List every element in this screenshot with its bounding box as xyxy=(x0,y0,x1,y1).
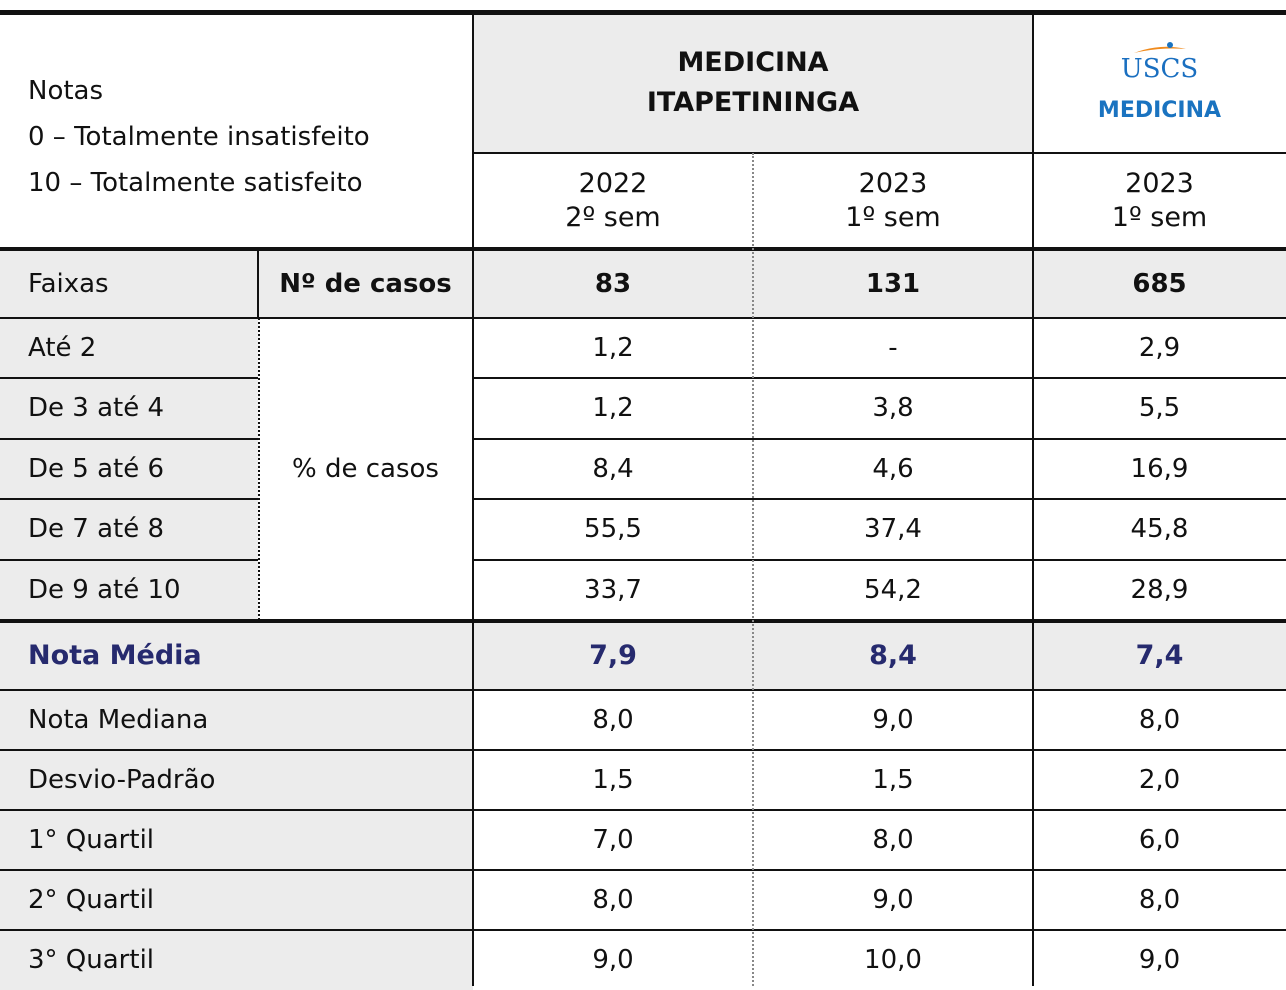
rule xyxy=(473,377,1286,380)
rule xyxy=(257,250,259,318)
stat-name: 1° Quartil xyxy=(0,810,473,870)
note-line: 10 – Totalmente satisfeito xyxy=(28,168,363,198)
stat-value: 8,0 xyxy=(1033,870,1286,930)
range-name: De 9 até 10 xyxy=(0,559,258,620)
row-label: Faixas xyxy=(0,250,258,318)
rule xyxy=(0,869,1286,871)
range-value: 37,4 xyxy=(753,499,1033,560)
group-header-line: ITAPETININGA xyxy=(646,86,860,118)
rule xyxy=(0,929,1286,931)
rule xyxy=(0,9,1286,15)
rule xyxy=(0,498,258,501)
range-value: 55,5 xyxy=(473,499,753,560)
stat-value: 8,0 xyxy=(473,870,753,930)
rule xyxy=(0,689,1286,691)
range-name: Até 2 xyxy=(0,318,258,379)
range-value: 16,9 xyxy=(1033,438,1286,500)
column-header-year: 2022 xyxy=(578,167,648,199)
stat-value: 7,0 xyxy=(473,810,753,870)
stat-value: 9,0 xyxy=(473,930,753,990)
rule xyxy=(0,749,1286,751)
mean-value: 7,4 xyxy=(1033,622,1286,690)
stat-value: 9,0 xyxy=(753,870,1033,930)
stat-value: 1,5 xyxy=(473,750,753,810)
stat-value: 9,0 xyxy=(753,690,1033,750)
group-header-line: MEDICINA xyxy=(677,46,829,78)
stat-value: 10,0 xyxy=(753,930,1033,990)
range-value: 4,6 xyxy=(753,438,1033,500)
row-sublabel: Nº de casos xyxy=(258,250,473,318)
range-value: 54,2 xyxy=(753,559,1033,620)
rule xyxy=(0,247,1286,251)
rule xyxy=(0,809,1286,811)
range-value: 2,9 xyxy=(1033,318,1286,379)
logo-brand: USCS xyxy=(1120,53,1199,84)
logo-label: MEDICINA xyxy=(1097,97,1222,123)
dotted-rule xyxy=(258,318,260,620)
cases-value: 83 xyxy=(473,250,753,318)
group-header: MEDICINA ITAPETININGA xyxy=(473,12,1033,153)
range-name: De 5 até 6 xyxy=(0,438,258,500)
range-value: 1,2 xyxy=(473,378,753,439)
notes: Notas 0 – Totalmente insatisfeito 10 – Tot… xyxy=(28,68,370,206)
mean-label: Nota Média xyxy=(0,622,473,690)
rule xyxy=(0,558,258,561)
stat-value: 9,0 xyxy=(1033,930,1286,990)
note-line: Notas xyxy=(28,76,104,106)
range-value: 1,2 xyxy=(473,318,753,379)
column-header: 2022 2º sem xyxy=(473,153,753,248)
stat-value: 8,0 xyxy=(473,690,753,750)
range-value: 28,9 xyxy=(1033,559,1286,620)
stat-value: 8,0 xyxy=(753,810,1033,870)
rule xyxy=(473,152,1286,154)
stat-name: Nota Mediana xyxy=(0,690,473,750)
range-value: 45,8 xyxy=(1033,499,1286,560)
rule xyxy=(1032,12,1034,986)
rule xyxy=(0,377,258,380)
stat-value: 6,0 xyxy=(1033,810,1286,870)
column-header: 2023 1º sem xyxy=(1033,153,1286,248)
note-line: 0 – Totalmente insatisfeito xyxy=(28,122,370,152)
range-value: 3,8 xyxy=(753,378,1033,439)
mean-value: 7,9 xyxy=(473,622,753,690)
cases-value: 685 xyxy=(1033,250,1286,318)
dotted-rule xyxy=(752,153,754,986)
range-label: % de casos xyxy=(258,318,473,620)
range-value: 5,5 xyxy=(1033,378,1286,439)
column-header-year: 2023 xyxy=(1125,167,1194,199)
stat-name: Desvio-Padrão xyxy=(0,750,473,810)
column-header-semester: 1º sem xyxy=(1111,201,1208,233)
stat-value: 1,5 xyxy=(753,750,1033,810)
range-name: De 3 até 4 xyxy=(0,378,258,439)
cases-value: 131 xyxy=(753,250,1033,318)
mean-value: 8,4 xyxy=(753,622,1033,690)
rule xyxy=(473,558,1286,561)
range-value: 33,7 xyxy=(473,559,753,620)
rule xyxy=(473,498,1286,501)
stat-name: 2° Quartil xyxy=(0,870,473,930)
logo-swoosh xyxy=(1133,41,1186,53)
rule xyxy=(0,437,258,440)
rule xyxy=(473,437,1286,440)
stat-value: 2,0 xyxy=(1033,750,1286,810)
column-header-year: 2023 xyxy=(858,167,928,199)
column-header-semester: 2º sem xyxy=(565,201,661,233)
range-value: - xyxy=(753,318,1033,379)
stat-value: 8,0 xyxy=(1033,690,1286,750)
range-name: De 7 até 8 xyxy=(0,499,258,560)
rule xyxy=(0,619,1286,623)
stat-name: 3° Quartil xyxy=(0,930,473,990)
logo: USCS MEDICINA xyxy=(1033,12,1286,153)
rule xyxy=(0,317,1286,319)
range-value: 8,4 xyxy=(473,438,753,500)
column-header: 2023 1º sem xyxy=(753,153,1033,248)
rule xyxy=(472,12,474,986)
column-header-semester: 1º sem xyxy=(845,201,941,233)
